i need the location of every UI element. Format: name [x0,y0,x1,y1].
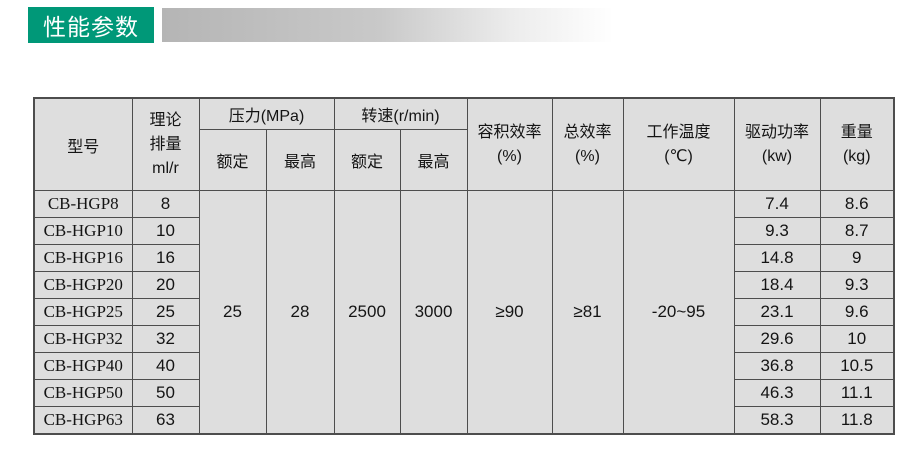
weight-cell: 8.7 [819,217,895,245]
model-cell: CB-HGP32 [33,325,133,353]
volumetric-efficiency-value: ≥90 [466,190,553,435]
displacement-cell: 40 [131,352,200,380]
col-header-speed-rated: 额定 [333,129,401,191]
header-row-subcolumns: 额定 最高 额定 最高 [34,129,894,191]
total-efficiency-value: ≥81 [551,190,624,435]
table-header: 型号 理论 排量 ml/r 压力(MPa) 转速(r/min) 容积效率 (%)… [33,97,895,191]
model-cell: CB-HGP16 [33,244,133,272]
weight-cell: 9.3 [819,271,895,299]
displacement-cell: 63 [131,406,200,435]
model-cell: CB-HGP25 [33,298,133,326]
table-body: CB-HGP8 8 25 28 2500 3000 ≥90 ≥81 -20~95 7.4 8.6 CB… [33,190,895,435]
displacement-cell: 8 [131,190,200,218]
weight-cell: 9 [819,244,895,272]
col-header-displacement: 理论 排量 ml/r [131,97,200,191]
table-row: CB-HGP10 10 9.3 8.7 [33,217,895,245]
displacement-cell: 32 [131,325,200,353]
weight-cell: 9.6 [819,298,895,326]
model-cell: CB-HGP50 [33,379,133,407]
table-row: CB-HGP50 50 46.3 11.1 [33,379,895,407]
col-header-pressure-rated: 额定 [198,129,267,191]
weight-cell: 10.5 [819,352,895,380]
model-cell: CB-HGP40 [33,352,133,380]
displacement-cell: 10 [131,217,200,245]
col-header-total-efficiency: 总效率 (%) [551,97,624,191]
speed-rated-value: 2500 [333,190,401,435]
drive-power-cell: 7.4 [733,190,821,218]
pressure-rated-value: 25 [198,190,267,435]
working-temperature-value: -20~95 [622,190,735,435]
displacement-cell: 20 [131,271,200,299]
drive-power-cell: 23.1 [733,298,821,326]
drive-power-cell: 14.8 [733,244,821,272]
drive-power-cell: 29.6 [733,325,821,353]
pressure-max-value: 28 [265,190,335,435]
model-cell: CB-HGP63 [33,406,133,435]
weight-cell: 8.6 [819,190,895,218]
col-header-drive-power: 驱动功率 (kw) [733,97,821,191]
col-header-pressure-group: 压力(MPa) [198,97,335,130]
col-header-model: 型号 [33,97,133,191]
header-row-groups: 型号 理论 排量 ml/r 压力(MPa) 转速(r/min) 容积效率 (%)… [33,97,895,191]
col-header-weight: 重量 (kg) [819,97,895,191]
title-fade-bar [162,8,890,42]
drive-power-cell: 18.4 [733,271,821,299]
col-header-pressure-max: 最高 [265,129,335,191]
drive-power-cell: 36.8 [733,352,821,380]
weight-cell: 11.1 [819,379,895,407]
col-header-working-temperature: 工作温度 (℃) [622,97,735,191]
col-header-volumetric-efficiency: 容积效率 (%) [466,97,553,191]
table-row: CB-HGP16 16 14.8 9 [33,244,895,272]
weight-cell: 11.8 [819,406,895,435]
model-cell: CB-HGP8 [33,190,133,218]
table-row: CB-HGP63 63 58.3 11.8 [33,406,895,435]
table-row: CB-HGP25 25 23.1 9.6 [33,298,895,326]
drive-power-cell: 9.3 [733,217,821,245]
col-header-speed-max: 最高 [399,129,468,191]
displacement-cell: 50 [131,379,200,407]
model-cell: CB-HGP20 [33,271,133,299]
speed-max-value: 3000 [399,190,468,435]
table-row: CB-HGP8 8 25 28 2500 3000 ≥90 ≥81 -20~95 7.4 8.6 [33,190,895,435]
col-header-speed-group: 转速(r/min) [333,97,468,130]
model-cell: CB-HGP10 [33,217,133,245]
displacement-cell: 16 [131,244,200,272]
section-title-badge: 性能参数 [28,7,154,43]
drive-power-cell: 46.3 [733,379,821,407]
weight-cell: 10 [819,325,895,353]
performance-table: 型号 理论 排量 ml/r 压力(MPa) 转速(r/min) 容积效率 (%)… [33,97,895,435]
displacement-cell: 25 [131,298,200,326]
drive-power-cell: 58.3 [733,406,821,435]
